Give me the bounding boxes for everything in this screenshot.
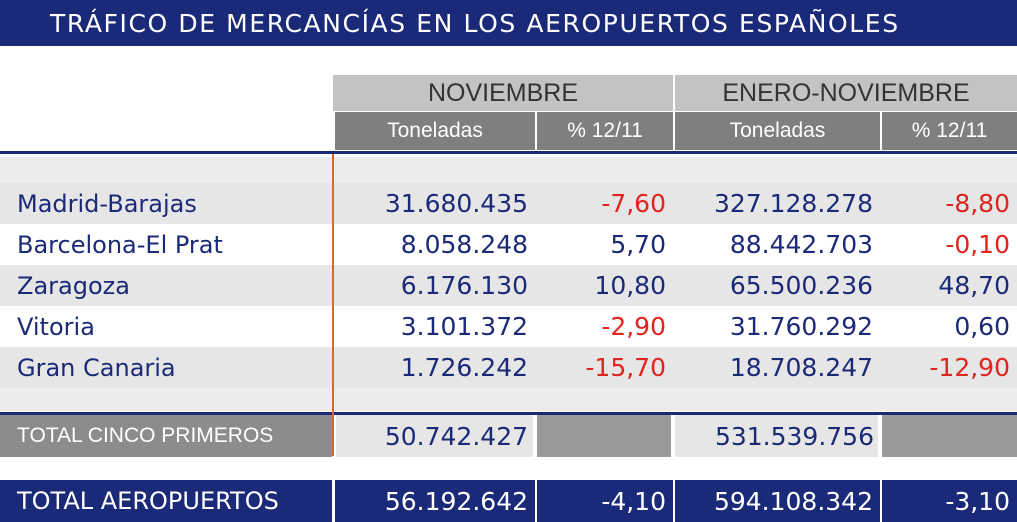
spacer-row — [0, 387, 1017, 411]
row-value: 48,70 — [938, 271, 1010, 300]
row-value: 88.442.703 — [729, 230, 873, 259]
row-value: -0,10 — [945, 230, 1010, 259]
row-value: 65.500.236 — [729, 271, 873, 300]
spacer-row — [0, 157, 1017, 183]
column-header: Toneladas — [335, 112, 535, 150]
row-value: 10,80 — [594, 271, 666, 300]
row-value: 5,70 — [610, 230, 666, 259]
column-header: % 12/11 — [882, 112, 1017, 150]
divider — [0, 412, 1017, 415]
row-value: 327.128.278 — [713, 189, 873, 218]
row-value: -2,90 — [601, 312, 666, 341]
row-bg — [0, 183, 1017, 224]
row-value: 1.726.242 — [400, 353, 528, 382]
total-cinco-empty — [537, 415, 671, 457]
group-header: NOVIEMBRE — [333, 75, 673, 111]
row-bg — [0, 347, 1017, 388]
row-label: Madrid-Barajas — [17, 189, 197, 218]
divider — [0, 151, 1017, 154]
total-cinco-value: 50.742.427 — [336, 415, 533, 457]
row-value: 8.058.248 — [400, 230, 528, 259]
total-value: 594.108.342 — [675, 480, 880, 522]
total-value: -4,10 — [537, 480, 673, 522]
row-bg — [0, 265, 1017, 306]
group-header: ENERO-NOVIEMBRE — [675, 75, 1017, 111]
total-cinco-value: 531.539.756 — [675, 415, 878, 457]
title-bar: TRÁFICO DE MERCANCÍAS EN LOS AEROPUERTOS… — [0, 0, 1017, 46]
row-value: 31.680.435 — [384, 189, 528, 218]
row-value: 31.760.292 — [729, 312, 873, 341]
orange-line — [332, 154, 334, 456]
row-value: 6.176.130 — [400, 271, 528, 300]
row-label: Vitoria — [17, 312, 95, 341]
row-label: Zaragoza — [17, 271, 130, 300]
total-value: -3,10 — [882, 480, 1017, 522]
column-header: % 12/11 — [537, 112, 673, 150]
row-value: -12,90 — [929, 353, 1010, 382]
total-value: 56.192.642 — [335, 480, 535, 522]
row-label: Gran Canaria — [17, 353, 176, 382]
row-value: -8,80 — [945, 189, 1010, 218]
row-bg — [0, 224, 1017, 265]
row-value: 0,60 — [954, 312, 1010, 341]
total-label: TOTAL AEROPUERTOS — [0, 480, 332, 522]
row-label: Barcelona-El Prat — [17, 230, 223, 259]
row-value: -7,60 — [601, 189, 666, 218]
row-value: 3.101.372 — [400, 312, 528, 341]
row-value: -15,70 — [585, 353, 666, 382]
row-bg — [0, 306, 1017, 347]
total-cinco-empty — [882, 415, 1017, 457]
column-header: Toneladas — [675, 112, 880, 150]
row-value: 18.708.247 — [729, 353, 873, 382]
total-cinco-label: TOTAL CINCO PRIMEROS — [0, 415, 332, 457]
